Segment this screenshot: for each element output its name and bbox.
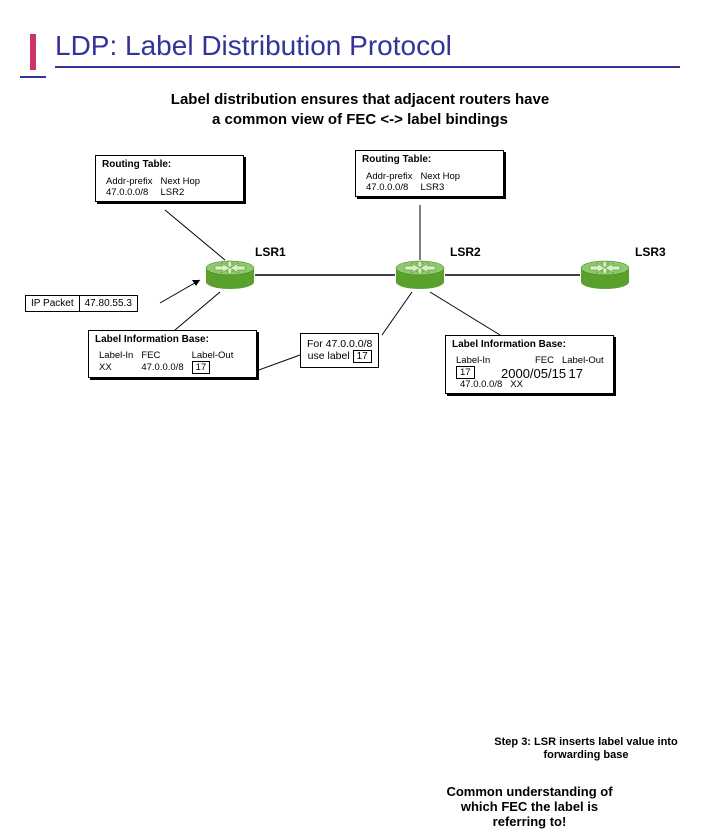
router-lsr1: [205, 260, 255, 290]
lib1-in: XX: [95, 361, 137, 374]
rt1-hdr-prefix: Addr-prefix: [102, 176, 156, 187]
lib1-out: 17: [188, 361, 238, 374]
rt1-hdr-nexthop: Next Hop: [156, 176, 204, 187]
routing-table-1: Routing Table: Addr-prefix Next Hop 47.0…: [95, 155, 244, 202]
lsr2-label: LSR2: [450, 245, 481, 259]
rt2-hdr-prefix: Addr-prefix: [362, 171, 416, 182]
lsr1-label: LSR1: [255, 245, 286, 259]
footer-page: 17: [569, 366, 583, 381]
subtitle-line1: Label distribution ensures that adjacent…: [171, 91, 549, 108]
step-3: Step 3: LSR inserts label value into for…: [486, 736, 686, 762]
rt1-nexthop: LSR2: [156, 187, 204, 198]
lib2-fec: 47.0.0.0/8: [456, 379, 506, 390]
ip-packet: IP Packet 47.80.55.3: [25, 295, 138, 312]
ip-packet-addr: 47.80.55.3: [80, 295, 138, 312]
lib2-in-val: 17: [456, 366, 475, 379]
routing-table-2: Routing Table: Addr-prefix Next Hop 47.0…: [355, 150, 504, 197]
callout-label-val: 17: [353, 350, 372, 363]
callout-line2: use label 17: [307, 350, 372, 363]
bottom-summary: Common understanding of which FEC the la…: [446, 784, 613, 829]
router-lsr3: [580, 260, 630, 290]
router-lsr2: [395, 260, 445, 290]
lib1-fec: 47.0.0.0/8: [137, 361, 187, 374]
rt2-nexthop: LSR3: [416, 182, 464, 193]
lib2-title: Label Information Base:: [452, 339, 607, 350]
lib1-hdr-in: Label-In: [95, 350, 137, 361]
subtitle-line2: a common view of FEC <-> label bindings: [212, 111, 508, 128]
rt2-hdr-nexthop: Next Hop: [416, 171, 464, 182]
lib1-hdr-out: Label-Out: [188, 350, 238, 361]
lib-2: Label Information Base: Label-In FEC Lab…: [445, 335, 614, 394]
footer-date: 2000/05/15: [501, 366, 566, 381]
lib1-out-val: 17: [192, 361, 211, 374]
rt2-title: Routing Table:: [362, 154, 497, 165]
lib2-hdr-fec: FEC: [531, 355, 558, 366]
lib1-title: Label Information Base:: [95, 334, 250, 345]
callout-line1: For 47.0.0.0/8: [307, 338, 372, 350]
page-title: LDP: Label Distribution Protocol: [55, 30, 680, 62]
lsr3-label: LSR3: [635, 245, 666, 259]
lib2-hdr-in: Label-In: [452, 355, 531, 366]
binding-callout: For 47.0.0.0/8 use label 17: [300, 333, 379, 368]
title-bar: LDP: Label Distribution Protocol: [55, 30, 680, 68]
rt1-prefix: 47.0.0.0/8: [102, 187, 156, 198]
title-accent: [20, 30, 46, 78]
rt1-title: Routing Table:: [102, 159, 237, 170]
lib2-hdr-out: Label-Out: [558, 355, 608, 366]
subtitle: Label distribution ensures that adjacent…: [0, 90, 720, 129]
rt2-prefix: 47.0.0.0/8: [362, 182, 416, 193]
lib-1: Label Information Base: Label-In FEC Lab…: [88, 330, 257, 378]
lib1-hdr-fec: FEC: [137, 350, 187, 361]
ip-packet-label: IP Packet: [25, 295, 80, 312]
